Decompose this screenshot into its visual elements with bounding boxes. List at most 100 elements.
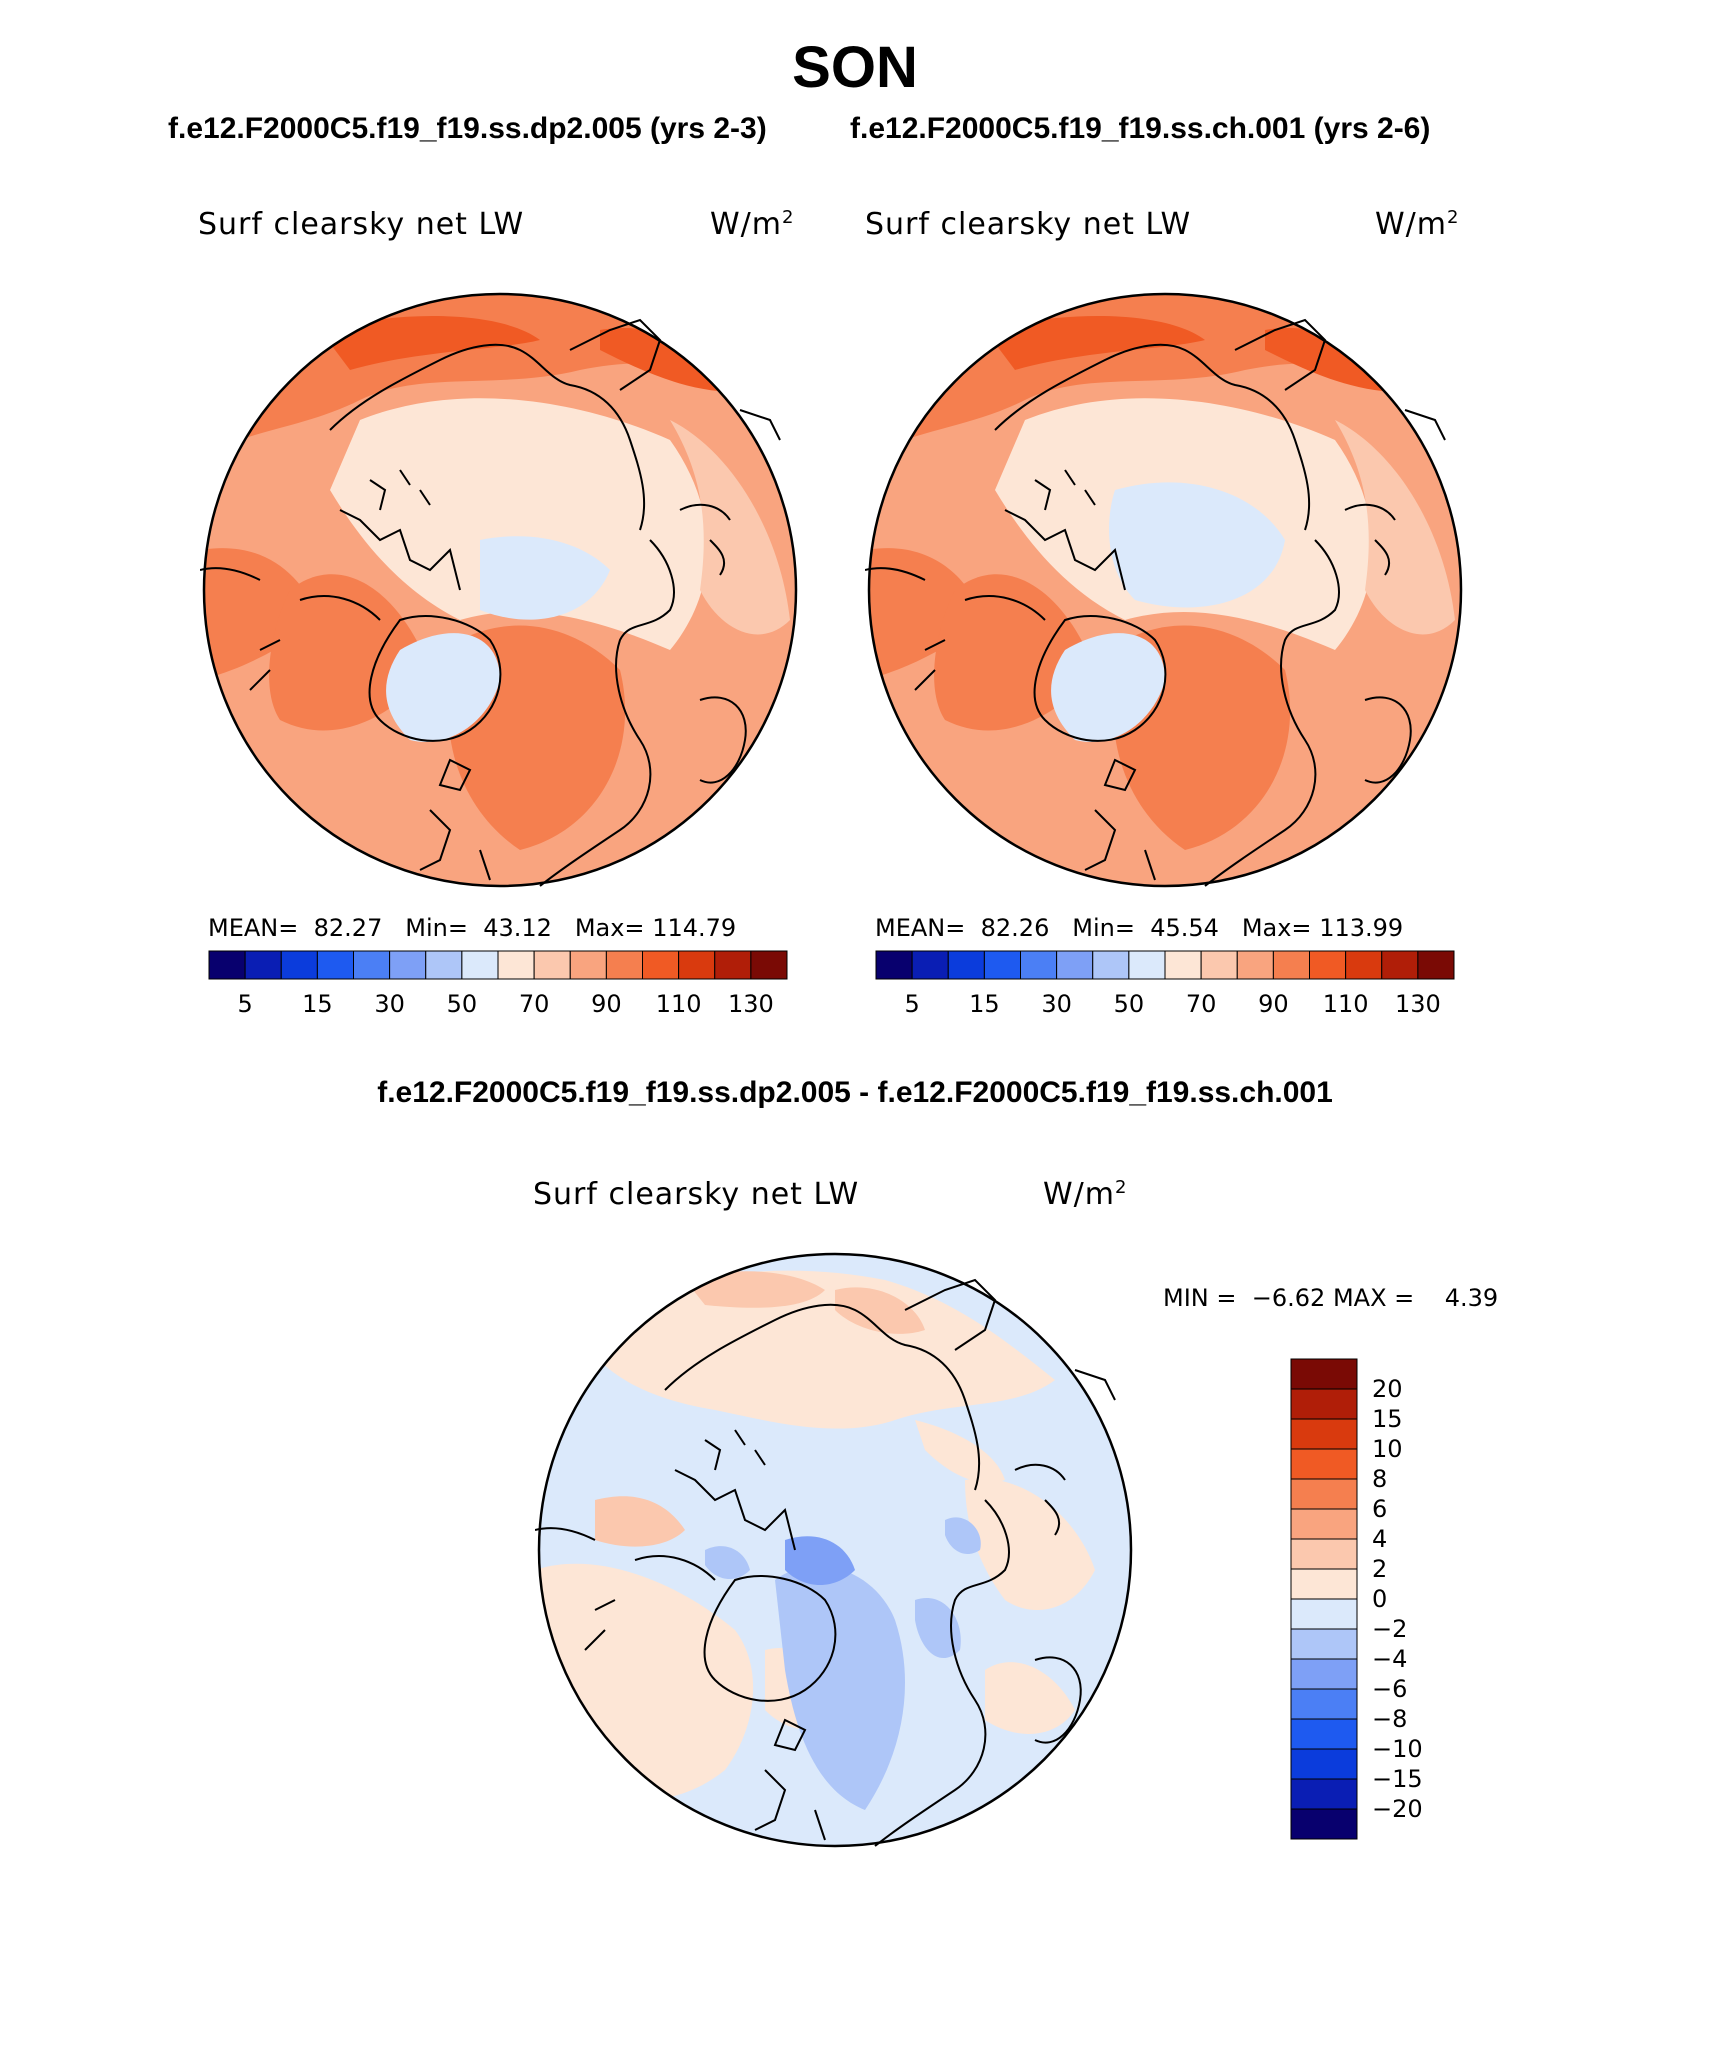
left-colorbar-tick: 30 — [374, 990, 405, 1018]
right-colorbar — [875, 950, 1455, 980]
diff-colorbar-tick: −20 — [1372, 1795, 1423, 1823]
right-colorbar-box — [1381, 950, 1419, 980]
diff-colorbar-box — [1290, 1718, 1358, 1750]
right-coastlines — [865, 318, 1446, 887]
diff-colorbar-tick: 2 — [1372, 1555, 1388, 1583]
right-polar-map — [865, 292, 1463, 888]
difference-title: f.e12.F2000C5.f19_f19.ss.dp2.005 - f.e12… — [377, 1076, 1333, 1109]
diff-colorbar-box — [1290, 1598, 1358, 1630]
right-colorbar-tick: 90 — [1258, 990, 1289, 1018]
diff-colorbar-box — [1290, 1418, 1358, 1450]
diff-colorbar-box — [1290, 1478, 1358, 1510]
right-colorbar-box — [1417, 950, 1455, 980]
left-colorbar-box — [425, 950, 463, 980]
right-colorbar-box — [983, 950, 1021, 980]
right-colorbar-tick: 70 — [1185, 990, 1217, 1018]
figure-title: SON — [792, 35, 918, 100]
right-stats: MEAN= 82.26 Min= 45.54 Max= 113.99 — [875, 914, 1404, 942]
left-map-fill — [204, 294, 796, 886]
left-colorbar-box — [316, 950, 354, 980]
right-colorbar-box — [911, 950, 949, 980]
diff-colorbar-tick: 6 — [1372, 1495, 1388, 1523]
diff-colorbar-box — [1290, 1628, 1358, 1660]
left-units-label: W/m2 — [710, 207, 795, 242]
diff-colorbar-box — [1290, 1538, 1358, 1570]
diff-colorbar-tick: 4 — [1372, 1525, 1388, 1553]
diff-colorbar-ticks: 20 15 10 8 6 4 2 0 −2 −4 −6 −8 −10 −15 −20 — [1372, 1358, 1462, 1840]
left-colorbar-box — [642, 950, 680, 980]
right-colorbar-box — [1128, 950, 1166, 980]
right-colorbar-box — [1200, 950, 1238, 980]
left-colorbar-box — [353, 950, 391, 980]
left-colorbar-box — [497, 950, 535, 980]
right-variable-label: Surf clearsky net LW — [865, 207, 1192, 242]
diff-variable-label: Surf clearsky net LW — [533, 1177, 860, 1212]
left-polar-map — [200, 292, 798, 888]
left-stats: MEAN= 82.27 Min= 43.12 Max= 114.79 — [208, 914, 737, 942]
right-colorbar-tick: 110 — [1322, 990, 1369, 1018]
left-colorbar-tick: 90 — [591, 990, 622, 1018]
right-units-label: W/m2 — [1375, 207, 1460, 242]
right-colorbar-box — [1236, 950, 1274, 980]
diff-colorbar-box — [1290, 1448, 1358, 1480]
diff-colorbar-box — [1290, 1508, 1358, 1540]
left-colorbar-tick: 50 — [446, 990, 478, 1018]
right-colorbar-box — [1092, 950, 1130, 980]
right-colorbar-box — [875, 950, 913, 980]
left-colorbar-tick: 15 — [302, 990, 333, 1018]
right-colorbar-ticks: 5 15 30 50 70 90 110 130 — [875, 990, 1455, 1020]
left-colorbar-tick: 110 — [655, 990, 702, 1018]
diff-colorbar-box — [1290, 1388, 1358, 1420]
diff-colorbar — [1290, 1358, 1358, 1840]
right-colorbar-box — [1272, 950, 1310, 980]
diff-units-label: W/m2 — [1043, 1177, 1128, 1212]
right-map-boundary — [867, 292, 1463, 888]
left-colorbar-box — [280, 950, 318, 980]
diff-map-boundary — [537, 1252, 1133, 1848]
diff-colorbar-tick: −8 — [1372, 1705, 1408, 1733]
left-colorbar-box — [605, 950, 643, 980]
left-colorbar-box — [750, 950, 788, 980]
diff-colorbar-tick: 10 — [1372, 1435, 1403, 1463]
right-case-title: f.e12.F2000C5.f19_f19.ss.ch.001 (yrs 2-6… — [850, 112, 1431, 145]
diff-colorbar-tick: −10 — [1372, 1735, 1423, 1763]
left-case-title: f.e12.F2000C5.f19_f19.ss.dp2.005 (yrs 2-… — [168, 112, 767, 145]
diff-colorbar-tick: −15 — [1372, 1765, 1423, 1793]
right-colorbar-tick: 15 — [969, 990, 1000, 1018]
diff-colorbar-box — [1290, 1358, 1358, 1390]
left-coastlines — [200, 318, 781, 887]
left-colorbar-box — [208, 950, 246, 980]
diff-coastlines — [535, 1278, 1116, 1847]
left-variable-label: Surf clearsky net LW — [198, 207, 525, 242]
left-colorbar-box — [714, 950, 752, 980]
diff-stats: MIN = −6.62 MAX = 4.39 — [1163, 1284, 1499, 1312]
diff-colorbar-box — [1290, 1658, 1358, 1690]
diff-colorbar-tick: −4 — [1372, 1645, 1408, 1673]
left-colorbar-box — [389, 950, 427, 980]
right-colorbar-box — [1345, 950, 1383, 980]
left-colorbar-tick: 5 — [237, 990, 253, 1018]
left-colorbar-box — [244, 950, 282, 980]
diff-colorbar-box — [1290, 1778, 1358, 1810]
right-colorbar-box — [947, 950, 985, 980]
right-colorbar-box — [1056, 950, 1094, 980]
left-colorbar-tick: 130 — [727, 990, 774, 1018]
left-colorbar-ticks: 5 15 30 50 70 90 110 130 — [208, 990, 788, 1020]
right-colorbar-tick: 5 — [904, 990, 920, 1018]
diff-polar-map — [535, 1252, 1133, 1848]
left-colorbar — [208, 950, 788, 980]
right-colorbar-tick: 130 — [1394, 990, 1441, 1018]
right-colorbar-tick: 30 — [1041, 990, 1072, 1018]
diff-colorbar-tick: −6 — [1372, 1675, 1408, 1703]
left-colorbar-box — [533, 950, 571, 980]
right-colorbar-box — [1020, 950, 1058, 980]
left-colorbar-box — [461, 950, 499, 980]
diff-colorbar-box — [1290, 1688, 1358, 1720]
diff-colorbar-tick: 0 — [1372, 1585, 1388, 1613]
diff-colorbar-tick: 20 — [1372, 1375, 1403, 1403]
left-colorbar-tick: 70 — [518, 990, 550, 1018]
left-map-boundary — [202, 292, 798, 888]
left-colorbar-box — [678, 950, 716, 980]
diff-colorbar-box — [1290, 1748, 1358, 1780]
diff-colorbar-tick: 15 — [1372, 1405, 1403, 1433]
